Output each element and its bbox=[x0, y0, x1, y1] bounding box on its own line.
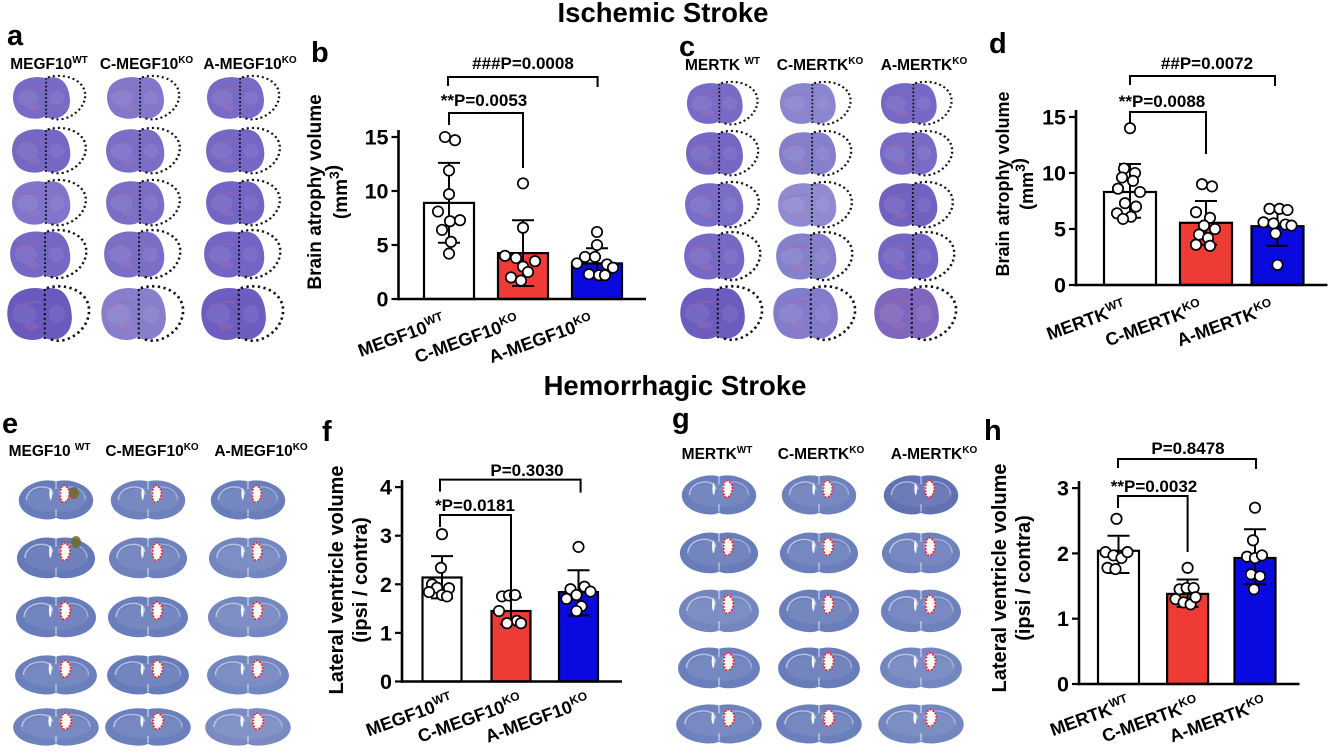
svg-text:Lateral ventricle volume: Lateral ventricle volume bbox=[989, 464, 1011, 693]
svg-text:*P=0.0181: *P=0.0181 bbox=[435, 496, 515, 515]
svg-text:0: 0 bbox=[1054, 274, 1066, 298]
svg-text:5: 5 bbox=[1054, 218, 1066, 242]
svg-text:##P=0.0072: ##P=0.0072 bbox=[1161, 55, 1253, 73]
svg-text:0: 0 bbox=[1057, 673, 1069, 697]
svg-text:**P=0.0053: **P=0.0053 bbox=[441, 91, 528, 110]
svg-text:0: 0 bbox=[377, 288, 389, 312]
svg-text:15: 15 bbox=[365, 126, 389, 150]
svg-text:(mm3): (mm3) bbox=[1009, 158, 1037, 210]
svg-text:5: 5 bbox=[377, 234, 389, 258]
svg-text:15: 15 bbox=[1042, 106, 1066, 130]
svg-text:###P=0.0008: ###P=0.0008 bbox=[472, 55, 574, 73]
svg-text:Brain atrophy volume: Brain atrophy volume bbox=[993, 91, 1013, 276]
svg-text:P=0.3030: P=0.3030 bbox=[490, 461, 563, 480]
svg-text:Brain atrophy volume: Brain atrophy volume bbox=[305, 94, 326, 289]
svg-text:1: 1 bbox=[380, 621, 392, 645]
svg-text:3: 3 bbox=[1057, 477, 1069, 501]
svg-text:4: 4 bbox=[380, 476, 392, 500]
svg-text:(ipsi / contra): (ipsi / contra) bbox=[1013, 515, 1035, 641]
svg-text:P=0.8478: P=0.8478 bbox=[1151, 439, 1224, 458]
svg-text:0: 0 bbox=[380, 670, 392, 694]
svg-text:3: 3 bbox=[380, 524, 392, 548]
svg-text:2: 2 bbox=[380, 573, 392, 597]
svg-text:2: 2 bbox=[1057, 542, 1069, 566]
svg-text:**P=0.0088: **P=0.0088 bbox=[1119, 92, 1206, 111]
svg-text:1: 1 bbox=[1057, 607, 1069, 631]
svg-text:(ipsi / contra): (ipsi / contra) bbox=[350, 517, 372, 643]
svg-text:10: 10 bbox=[1042, 162, 1066, 186]
svg-text:Lateral ventricle volume: Lateral ventricle volume bbox=[326, 466, 348, 695]
svg-text:(mm3): (mm3) bbox=[323, 165, 352, 219]
svg-text:**P=0.0032: **P=0.0032 bbox=[1111, 477, 1198, 496]
svg-text:10: 10 bbox=[365, 180, 389, 204]
